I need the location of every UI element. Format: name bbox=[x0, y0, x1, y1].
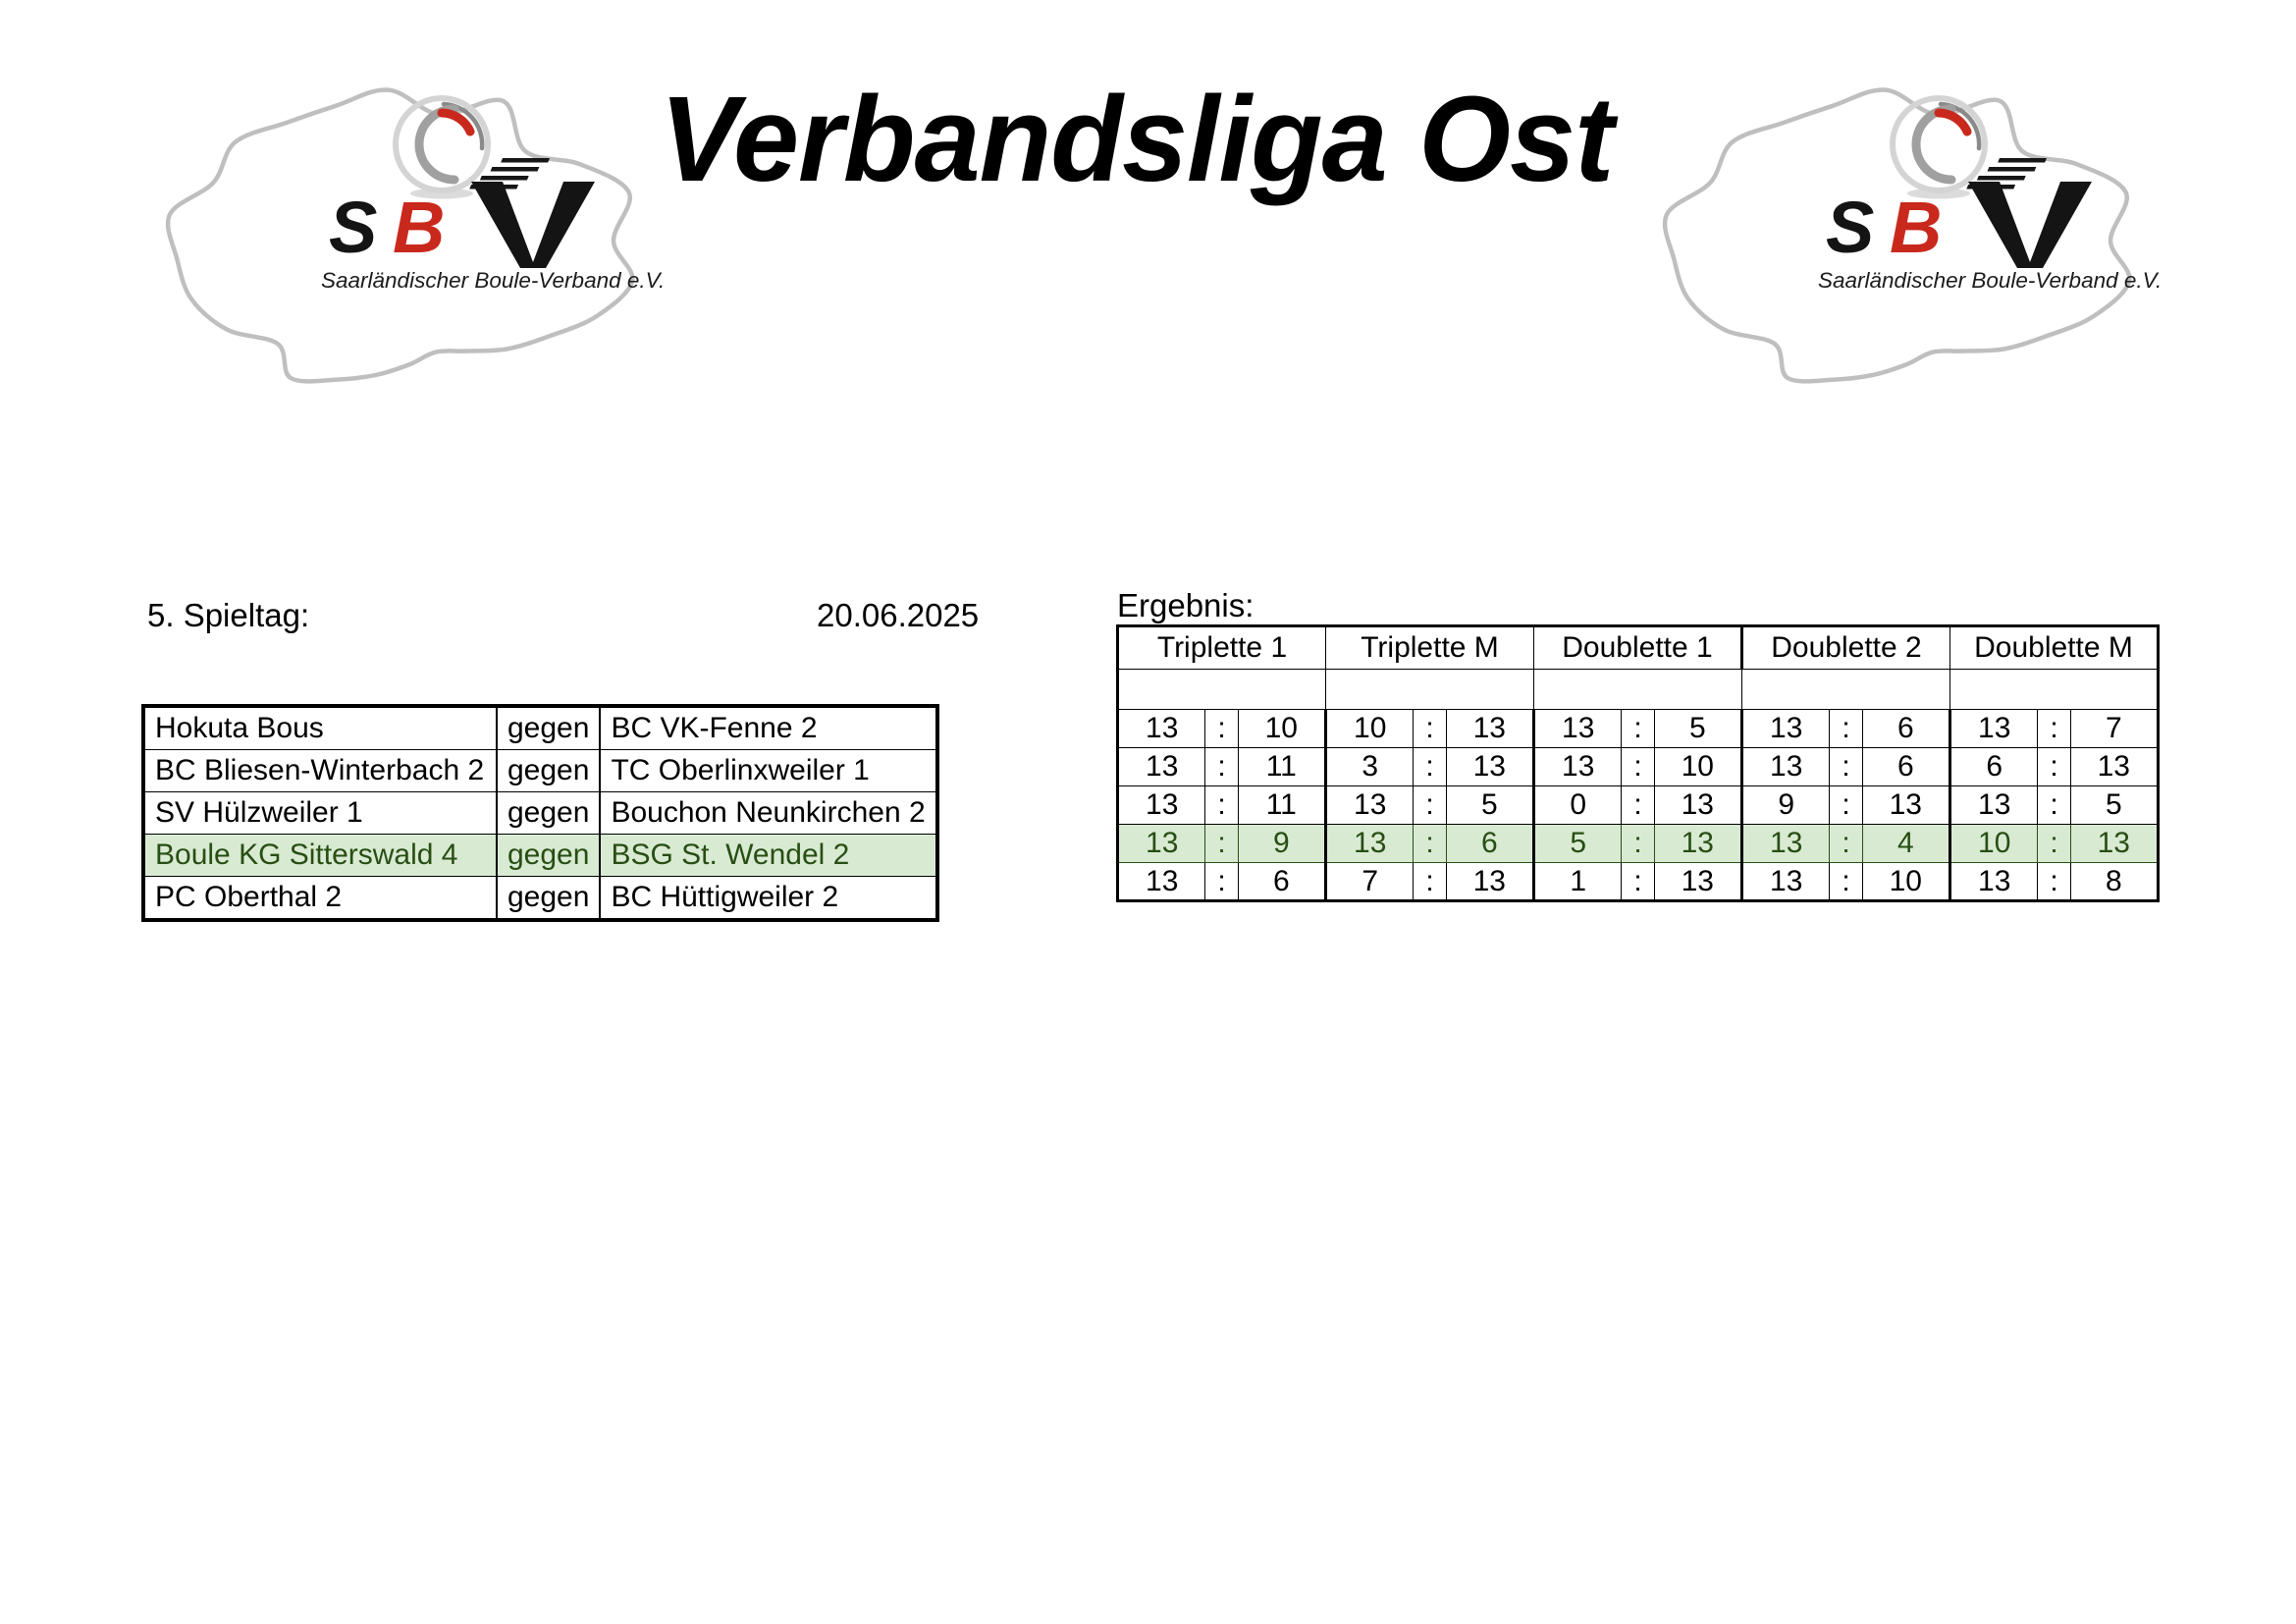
svg-text:Saarländischer Boule-Verband e: Saarländischer Boule-Verband e.V. bbox=[321, 268, 665, 293]
svg-text:Saarländischer Boule-Verband e: Saarländischer Boule-Verband e.V. bbox=[1818, 268, 2162, 293]
svg-text:S: S bbox=[1826, 187, 1874, 268]
svg-text:S: S bbox=[329, 187, 377, 268]
svg-text:B: B bbox=[393, 187, 443, 268]
svg-text:B: B bbox=[1890, 187, 1940, 268]
